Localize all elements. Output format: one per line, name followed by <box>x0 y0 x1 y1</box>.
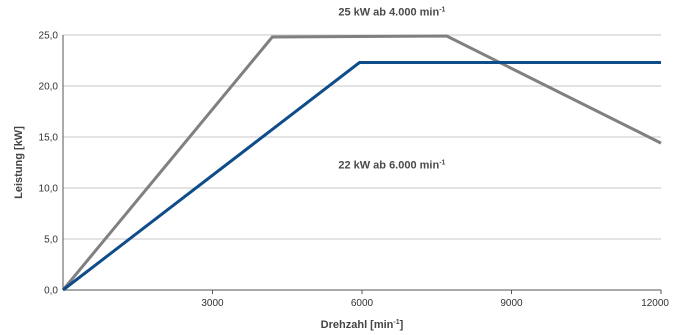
x-axis-title: Drehzahl [min-1] <box>321 319 404 331</box>
series-layer <box>61 34 662 292</box>
series-line-1 <box>61 34 662 291</box>
x-tick-label: 12000 <box>641 298 669 309</box>
annotation-2: 22 kW ab 6.000 min-1 <box>338 160 445 172</box>
series-line-2 <box>62 61 661 292</box>
y-tick-label: 5,0 <box>44 235 58 246</box>
axis-layer <box>62 35 662 294</box>
grid-layer <box>63 34 661 240</box>
y-tick-label: 20,0 <box>39 82 59 93</box>
y-tick-label: 15,0 <box>39 133 59 144</box>
x-tick-label: 6000 <box>351 298 374 309</box>
y-tick-label: 10,0 <box>39 184 59 195</box>
annotation-1: 25 kW ab 4.000 min-1 <box>338 7 445 19</box>
x-tick-label: 9000 <box>500 298 523 309</box>
y-axis-title: Leistung [kW] <box>13 126 25 199</box>
label-layer: 0,0 5,0 10,0 15,0 20,0 25,0 3000 6000 9000 12000 2… <box>13 7 669 331</box>
y-tick-label: 25,0 <box>39 31 59 42</box>
y-tick-label: 0,0 <box>44 286 58 297</box>
x-tick-label: 3000 <box>201 298 224 309</box>
